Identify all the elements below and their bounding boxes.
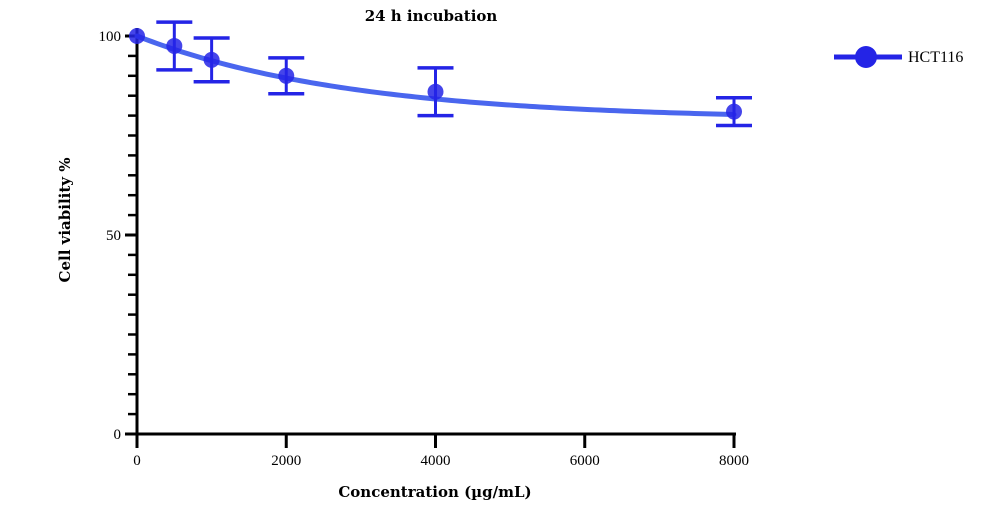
y-axis-label: Cell viability %	[56, 158, 74, 283]
chart-title: 24 h incubation	[365, 7, 498, 25]
x-tick-label: 0	[133, 453, 141, 469]
data-point	[726, 103, 742, 120]
data-point	[129, 28, 145, 44]
y-tick-label: 100	[99, 29, 122, 45]
x-tick-label: 8000	[719, 453, 749, 469]
x-tick-label: 4000	[421, 453, 451, 469]
data-point	[427, 83, 444, 100]
legend-marker	[855, 46, 877, 68]
x-tick-label: 2000	[271, 453, 301, 469]
x-tick-label: 6000	[570, 453, 600, 469]
data-points	[129, 28, 742, 120]
data-point	[203, 51, 220, 68]
data-point	[166, 37, 183, 54]
y-tick-label: 50	[106, 228, 121, 244]
x-axis-label: Concentration (µg/mL)	[338, 483, 531, 501]
legend: HCT116	[834, 46, 963, 68]
error-bars	[156, 20, 752, 128]
data-point	[278, 67, 295, 84]
ticks: 0 50 100 0 2000 4000 6000 8000	[99, 29, 750, 469]
legend-label-hct116: HCT116	[908, 49, 963, 66]
y-tick-label: 0	[114, 427, 122, 443]
